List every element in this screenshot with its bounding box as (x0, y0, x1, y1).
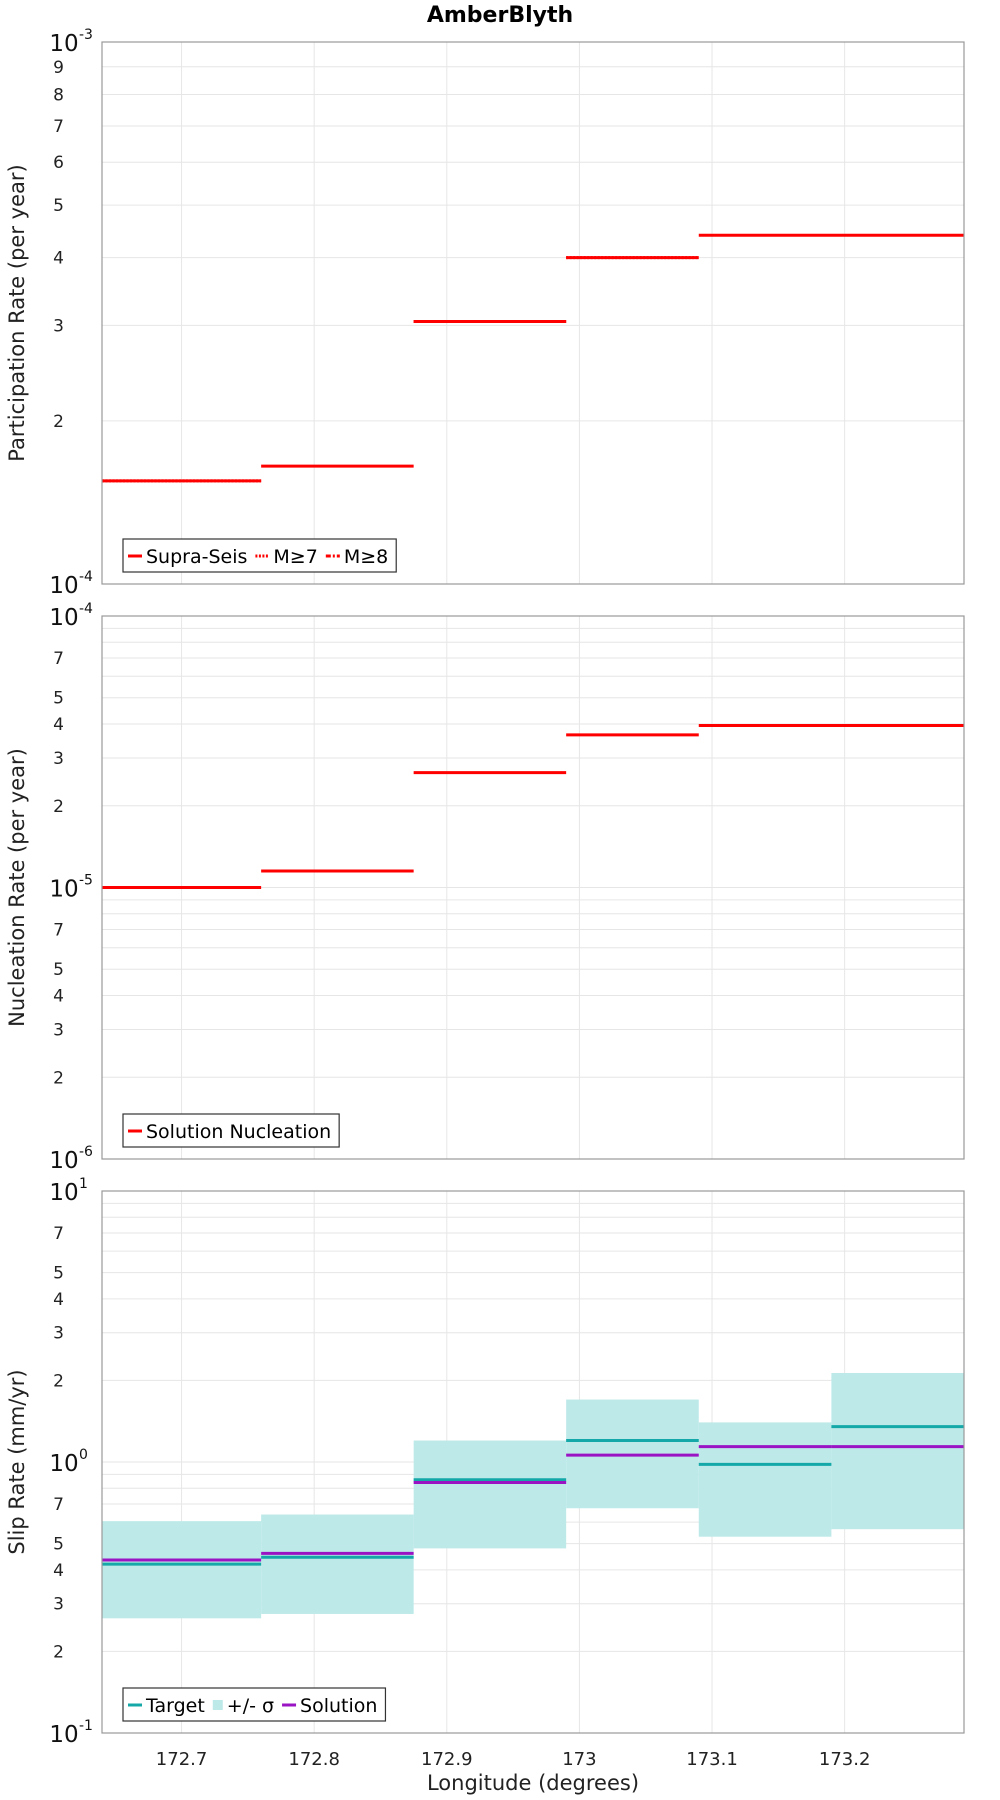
legend: Solution Nucleation (122, 1113, 340, 1148)
y-tick-label: 5 (53, 196, 64, 216)
y-tick-label: 10 (49, 605, 78, 631)
y-tick-label: 2 (53, 797, 64, 817)
legend-box (122, 1687, 387, 1722)
y-tick-exponent: -3 (79, 27, 93, 43)
band-segment (102, 1521, 262, 1619)
plot-frame (101, 41, 965, 585)
y-tick-label: 2 (53, 1642, 64, 1662)
band-segment (261, 1514, 414, 1614)
y-tick-label: 10 (49, 1180, 78, 1206)
legend-label: Target (145, 1695, 205, 1717)
legend-box (122, 1113, 340, 1148)
y-tick-label: 10 (49, 1148, 78, 1174)
legend-swatch (212, 1700, 223, 1710)
chart-title: AmberBlyth (427, 3, 573, 28)
y-tick-label: 9 (53, 58, 64, 78)
y-tick-label: 3 (53, 316, 64, 336)
y-tick-label: 7 (53, 649, 64, 669)
y-tick-exponent: -4 (79, 569, 93, 585)
legend-label: Solution (300, 1695, 377, 1717)
x-tick-label: 173.1 (686, 1749, 738, 1770)
band-segment (698, 1422, 832, 1537)
y-tick-exponent: -4 (79, 601, 93, 617)
legend-label: M≥7 (273, 546, 317, 568)
y-tick-label: 3 (53, 1020, 64, 1040)
x-axis-label: Longitude (degrees) (427, 1771, 639, 1795)
y-tick-label: 10 (49, 1451, 78, 1477)
y-tick-exponent: 1 (79, 1176, 88, 1192)
y-tick-label: 5 (53, 960, 64, 980)
legend-label: M≥8 (344, 546, 388, 568)
plot-frame (101, 615, 965, 1160)
y-tick-exponent: 0 (79, 1447, 88, 1463)
y-tick-label: 7 (53, 1495, 64, 1515)
legend-label: Supra-Seis (146, 546, 247, 568)
legend: Target +/- σ Solution (122, 1687, 387, 1722)
y-tick-label: 5 (53, 689, 64, 709)
y-tick-label: 4 (53, 715, 64, 735)
y-tick-label: 3 (53, 1324, 64, 1344)
y-tick-label: 2 (53, 1068, 64, 1088)
y-tick-exponent: -5 (79, 873, 93, 889)
band-segment (831, 1373, 964, 1530)
y-tick-label: 3 (53, 1595, 64, 1615)
legend: Supra-Seis M≥7 M≥8 (122, 538, 397, 573)
x-tick-label: 173 (562, 1749, 596, 1770)
y-tick-label: 6 (53, 153, 64, 173)
y-tick-label: 2 (53, 412, 64, 432)
x-tick-label: 172.9 (421, 1749, 473, 1770)
y-axis-label: Slip Rate (mm/yr) (5, 1369, 29, 1554)
x-tick-label: 172.7 (156, 1749, 208, 1770)
y-tick-label: 4 (53, 1290, 64, 1310)
y-tick-exponent: -1 (79, 1718, 93, 1734)
y-tick-label: 10 (49, 1722, 78, 1748)
y-tick-label: 8 (53, 86, 64, 106)
y-tick-label: 10 (49, 877, 78, 903)
x-tick-label: 172.8 (288, 1749, 340, 1770)
y-tick-label: 4 (53, 249, 64, 269)
y-tick-label: 4 (53, 1561, 64, 1581)
y-tick-label: 4 (53, 987, 64, 1007)
y-axis-label: Nucleation Rate (per year) (5, 748, 29, 1027)
legend-label: Solution Nucleation (146, 1121, 331, 1143)
x-tick-label: 173.2 (819, 1749, 871, 1770)
y-tick-label: 5 (53, 1264, 64, 1284)
y-tick-exponent: -6 (79, 1144, 93, 1160)
y-tick-label: 7 (53, 1224, 64, 1244)
y-tick-label: 10 (49, 573, 78, 599)
y-tick-label: 7 (53, 921, 64, 941)
y-tick-label: 10 (49, 31, 78, 57)
y-axis-label: Participation Rate (per year) (5, 164, 29, 461)
band-segment (413, 1440, 567, 1549)
legend-label: +/- σ (227, 1695, 274, 1717)
y-tick-label: 3 (53, 749, 64, 769)
y-tick-label: 5 (53, 1535, 64, 1555)
plot-frame (101, 1190, 965, 1734)
y-tick-label: 7 (53, 117, 64, 137)
y-tick-label: 2 (53, 1371, 64, 1391)
